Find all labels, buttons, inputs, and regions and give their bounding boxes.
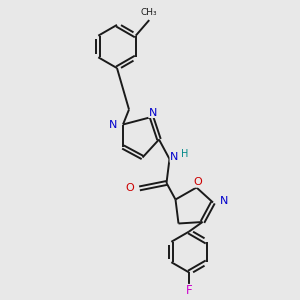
Text: H: H	[181, 149, 188, 160]
Text: N: N	[170, 152, 178, 162]
Text: O: O	[194, 177, 202, 187]
Text: O: O	[125, 183, 134, 194]
Text: N: N	[220, 196, 228, 206]
Text: CH₃: CH₃	[141, 8, 158, 16]
Text: F: F	[186, 284, 192, 298]
Text: N: N	[149, 107, 157, 118]
Text: N: N	[109, 119, 118, 130]
